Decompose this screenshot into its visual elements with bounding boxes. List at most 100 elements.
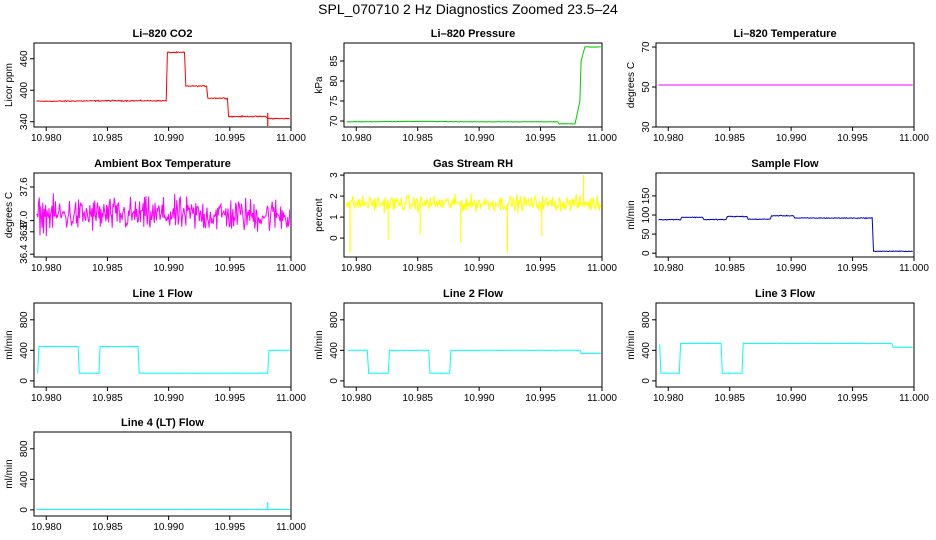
panel-title: Li–820 Pressure [431, 28, 515, 40]
y-tick-label: 85 [329, 55, 340, 67]
figure-title: SPL_070710 2 Hz Diagnostics Zoomed 23.5–… [318, 1, 618, 17]
panel-10: Line 4 (LT) Flow 10.980 10.985 10.990 10.995… [4, 417, 306, 533]
y-axis-label: ml/min [314, 330, 325, 359]
x-tick-label: 11.000 [276, 393, 306, 404]
y-tick-label: 37.0 [19, 210, 30, 230]
x-tick-label: 10.995 [837, 263, 868, 274]
y-tick-label: 30 [641, 121, 652, 133]
x-tick-label: 10.995 [525, 263, 556, 274]
series-line [347, 349, 601, 374]
panel-8: Line 2 Flow 10.980 10.985 10.990 10.995 11.00… [314, 288, 617, 404]
plot-frame [343, 302, 603, 388]
y-tick-label: 400 [329, 342, 340, 359]
panel-6: Sample Flow 10.980 10.985 10.990 10.995 11.00… [626, 158, 929, 274]
y-axis-label: degrees C [4, 192, 15, 238]
x-tick-label: 11.000 [899, 263, 929, 274]
panel-2: Li–820 Pressure 10.980 10.985 10.990 10.995 1… [314, 28, 617, 144]
x-tick-label: 10.990 [776, 133, 807, 144]
panel-title: Li–820 Temperature [733, 28, 836, 40]
y-tick-label: 50 [641, 228, 652, 240]
y-axis-label: ml/min [4, 459, 15, 488]
panel-7: Line 1 Flow 10.980 10.985 10.990 10.995 11.00… [4, 288, 306, 404]
x-tick-label: 10.990 [776, 393, 807, 404]
plot-frame [343, 42, 603, 128]
x-tick-label: 10.995 [215, 133, 246, 144]
y-tick-label: 400 [19, 342, 30, 359]
x-tick-label: 10.980 [31, 522, 62, 533]
x-tick-label: 10.995 [215, 522, 246, 533]
y-tick-label: 400 [19, 81, 30, 98]
y-tick-label: 150 [641, 187, 652, 204]
y-tick-label: 36.8 [19, 222, 30, 242]
x-tick-label: 10.980 [341, 393, 372, 404]
x-tick-label: 10.985 [92, 263, 123, 274]
x-tick-label: 10.985 [714, 393, 745, 404]
x-tick-label: 10.980 [341, 263, 372, 274]
panel-4: Ambient Box Temperature 10.980 10.985 10.99… [4, 158, 306, 274]
panel-title: Line 4 (LT) Flow [121, 417, 204, 429]
y-tick-label: 70 [641, 41, 652, 53]
panel-title: Line 2 Flow [443, 288, 503, 300]
y-axis-label: ml/min [4, 330, 15, 359]
series-line [37, 345, 290, 375]
x-tick-label: 10.990 [464, 263, 495, 274]
y-tick-label: 340 [19, 113, 30, 130]
series-line [659, 342, 913, 374]
x-tick-label: 10.995 [837, 133, 868, 144]
x-tick-label: 11.000 [587, 393, 617, 404]
plot-frame [655, 172, 915, 258]
x-tick-label: 11.000 [276, 263, 306, 274]
x-tick-label: 10.995 [837, 393, 868, 404]
x-tick-label: 10.985 [92, 522, 123, 533]
y-axis-label: ml/min [626, 200, 637, 229]
x-tick-label: 10.990 [464, 393, 495, 404]
y-tick-label: 3 [329, 172, 340, 178]
x-tick-label: 11.000 [899, 133, 929, 144]
x-tick-label: 10.980 [31, 133, 62, 144]
series-line [346, 193, 601, 214]
x-tick-label: 10.985 [714, 263, 745, 274]
x-tick-label: 11.000 [276, 522, 306, 533]
x-tick-label: 10.985 [402, 393, 433, 404]
panel-3: Li–820 Temperature 10.980 10.985 10.990 10.9… [626, 28, 929, 144]
plot-frame [655, 302, 915, 388]
plot-frame [33, 431, 292, 517]
y-tick-label: 37.6 [19, 177, 30, 197]
y-tick-label: 400 [641, 342, 652, 359]
x-tick-label: 10.990 [464, 133, 495, 144]
y-tick-label: 400 [19, 471, 30, 488]
plot-frame [343, 172, 603, 258]
x-tick-label: 10.995 [215, 263, 246, 274]
series-line [658, 214, 913, 253]
y-tick-label: 800 [329, 311, 340, 328]
y-axis-label: kPa [314, 76, 325, 94]
x-tick-label: 11.000 [276, 133, 306, 144]
panel-1: Li–820 CO2 10.980 10.985 10.990 10.995 11.000… [4, 28, 306, 144]
y-tick-label: 100 [641, 206, 652, 223]
panel-title: Sample Flow [751, 158, 819, 170]
x-tick-label: 10.980 [653, 263, 684, 274]
plot-frame [33, 302, 292, 388]
y-axis-label: Licor ppm [4, 63, 15, 107]
plot-frame [33, 172, 292, 258]
series-line [36, 50, 290, 120]
y-axis-label: degrees C [626, 62, 637, 108]
plot-frame [33, 42, 292, 128]
y-tick-label: 80 [329, 75, 340, 87]
y-tick-label: 1 [329, 214, 340, 220]
x-tick-label: 10.985 [402, 133, 433, 144]
x-tick-label: 10.995 [525, 393, 556, 404]
y-tick-label: 0 [329, 378, 340, 384]
y-tick-label: 460 [19, 50, 30, 67]
series-line [36, 193, 290, 237]
panel-title: Line 1 Flow [133, 288, 193, 300]
y-tick-label: 800 [19, 440, 30, 457]
y-axis-label: ml/min [626, 330, 637, 359]
panel-title: Li–820 CO2 [133, 28, 193, 40]
x-tick-label: 10.980 [653, 393, 684, 404]
x-tick-label: 10.980 [31, 393, 62, 404]
x-tick-label: 10.995 [215, 393, 246, 404]
x-tick-label: 10.985 [92, 393, 123, 404]
panel-5: Gas Stream RH 10.980 10.985 10.990 10.995 11.… [314, 158, 617, 274]
